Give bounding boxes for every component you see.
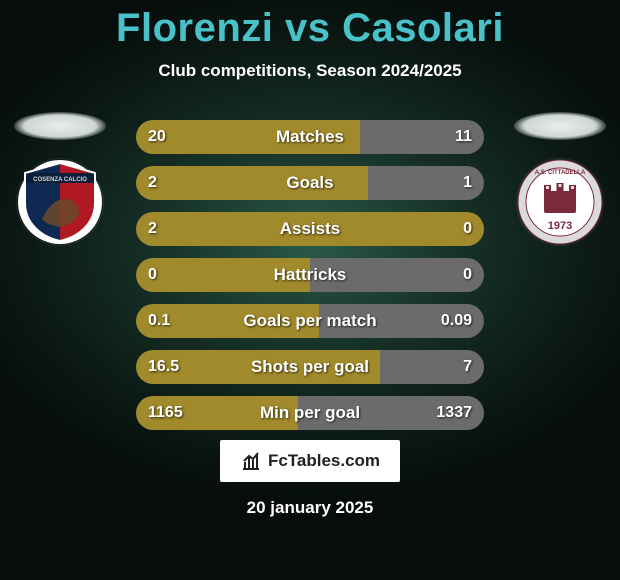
stat-value-right: 11 <box>455 128 472 146</box>
brand-logo: FcTables.com <box>220 440 400 482</box>
stat-row-labels: 2Assists0 <box>136 212 484 246</box>
stat-row-labels: 20Matches11 <box>136 120 484 154</box>
stat-value-right: 0 <box>463 220 472 238</box>
stats-rows: 20Matches112Goals12Assists00Hattricks00.… <box>136 120 484 442</box>
page-title: Florenzi vs Casolari <box>0 0 620 51</box>
svg-text:A.S. CITTADELLA: A.S. CITTADELLA <box>535 170 586 176</box>
stat-value-right: 1 <box>463 174 472 192</box>
stat-metric: Hattricks <box>136 265 484 285</box>
stat-value-left: 16.5 <box>148 358 179 376</box>
stat-metric: Matches <box>136 127 484 147</box>
stat-row-labels: 0.1Goals per match0.09 <box>136 304 484 338</box>
brand-text: FcTables.com <box>268 451 380 471</box>
player-left-card: COSENZA CALCIO <box>10 112 110 246</box>
stat-row-labels: 16.5Shots per goal7 <box>136 350 484 384</box>
stat-value-right: 1337 <box>436 404 472 422</box>
stat-row-labels: 1165Min per goal1337 <box>136 396 484 430</box>
stat-row: 2Goals1 <box>136 166 484 200</box>
svg-text:1973: 1973 <box>548 220 572 232</box>
player-silhouette-shadow <box>514 112 606 140</box>
stat-row: 16.5Shots per goal7 <box>136 350 484 384</box>
bars-icon <box>240 450 262 472</box>
stat-value-left: 20 <box>148 128 166 146</box>
stat-value-right: 0 <box>463 266 472 284</box>
player-silhouette-shadow <box>14 112 106 140</box>
stat-value-left: 2 <box>148 174 157 192</box>
comparison-card: Florenzi vs Casolari Club competitions, … <box>0 0 620 580</box>
stat-metric: Goals per match <box>136 311 484 331</box>
stat-row: 0.1Goals per match0.09 <box>136 304 484 338</box>
svg-text:COSENZA CALCIO: COSENZA CALCIO <box>33 177 87 183</box>
stat-row: 0Hattricks0 <box>136 258 484 292</box>
stat-value-right: 7 <box>463 358 472 376</box>
stat-value-left: 0 <box>148 266 157 284</box>
stat-row-labels: 0Hattricks0 <box>136 258 484 292</box>
shield-icon: COSENZA CALCIO <box>17 159 103 245</box>
club-badge-left: COSENZA CALCIO <box>16 158 104 246</box>
stat-metric: Assists <box>136 219 484 239</box>
stat-value-left: 1165 <box>148 404 183 422</box>
stat-row: 2Assists0 <box>136 212 484 246</box>
subtitle: Club competitions, Season 2024/2025 <box>0 61 620 81</box>
stat-value-left: 0.1 <box>148 312 170 330</box>
stat-value-left: 2 <box>148 220 157 238</box>
stat-row-labels: 2Goals1 <box>136 166 484 200</box>
stat-metric: Shots per goal <box>136 357 484 377</box>
club-badge-right: A.S. CITTADELLA 1973 <box>516 158 604 246</box>
stat-row: 1165Min per goal1337 <box>136 396 484 430</box>
stat-row: 20Matches11 <box>136 120 484 154</box>
stat-metric: Min per goal <box>136 403 484 423</box>
stat-metric: Goals <box>136 173 484 193</box>
stat-value-right: 0.09 <box>441 312 472 330</box>
player-right-card: A.S. CITTADELLA 1973 <box>510 112 610 246</box>
shield-icon: A.S. CITTADELLA 1973 <box>517 159 603 245</box>
date-text: 20 january 2025 <box>0 498 620 518</box>
